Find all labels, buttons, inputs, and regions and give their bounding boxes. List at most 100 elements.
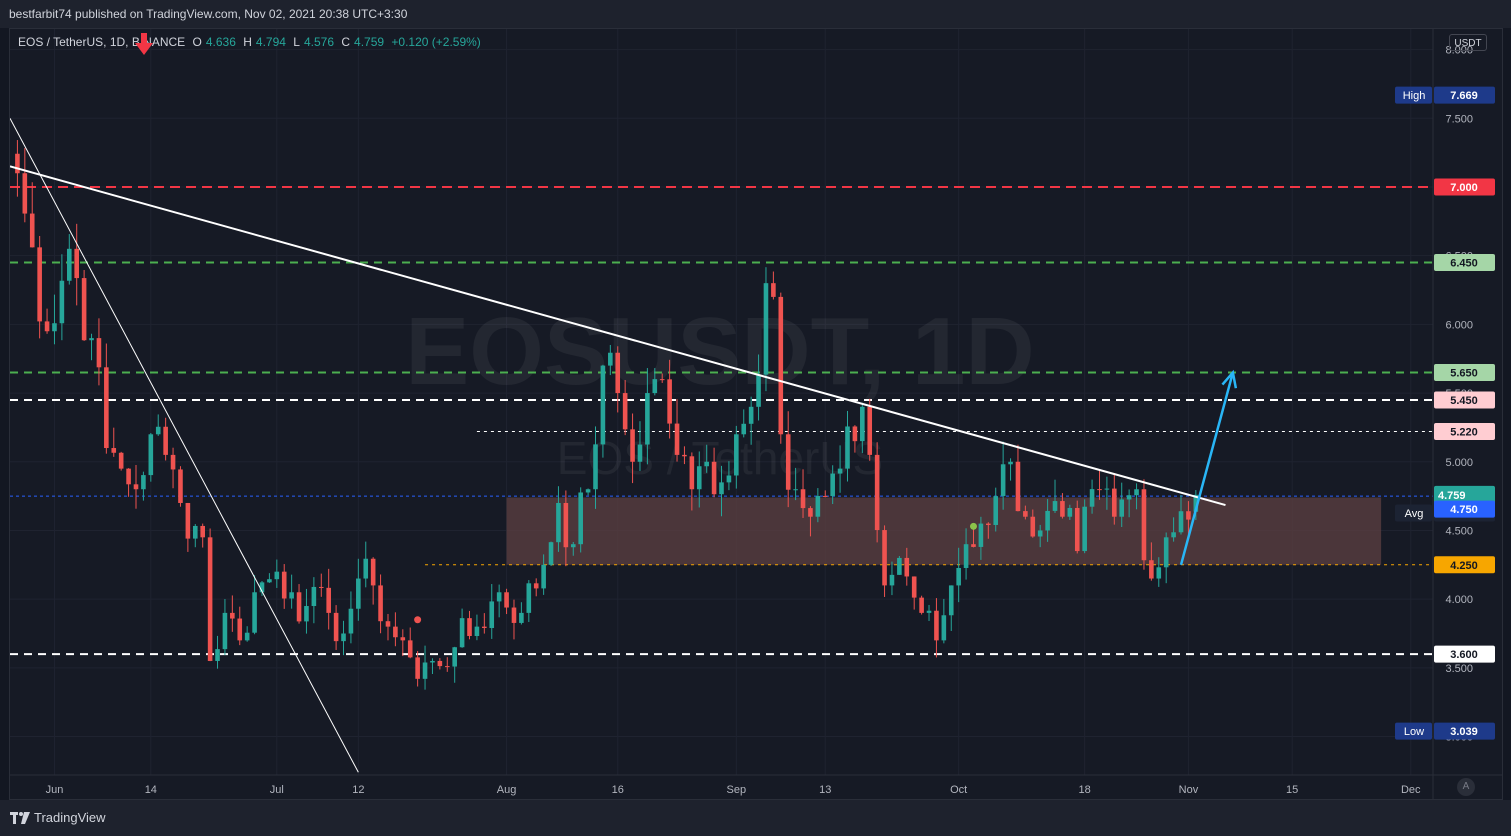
candle-body: [1126, 495, 1132, 500]
low-marker-label-bg: [1395, 722, 1432, 740]
candle-body: [511, 607, 517, 623]
price-tick-label: 5.000: [1445, 457, 1473, 469]
candle-body: [44, 321, 50, 332]
candle-body: [830, 473, 835, 497]
candle-body: [519, 612, 524, 623]
level-price-label: 5.650: [1450, 367, 1478, 379]
tradingview-logo-icon: [10, 811, 30, 824]
level-price-label-bg: [1434, 363, 1495, 381]
candle-body: [608, 352, 613, 366]
candle-body: [763, 283, 769, 375]
candle-body: [89, 338, 94, 341]
candle-body: [1186, 511, 1191, 520]
time-tick-label: 15: [1286, 784, 1298, 796]
candle-body: [778, 296, 784, 435]
candle-body: [882, 530, 887, 586]
candle-body: [986, 523, 991, 525]
candle-body: [400, 637, 406, 641]
candle-body: [822, 495, 828, 497]
event-marker: [414, 616, 422, 624]
down-arrow-icon: [135, 33, 153, 55]
price-tick-label: 6.000: [1445, 319, 1473, 331]
symbol-name[interactable]: EOS / TetherUS, 1D, BINANCE: [18, 35, 186, 49]
candle-body: [1045, 510, 1050, 531]
candle-body: [815, 495, 821, 517]
symbol-legend[interactable]: EOS / TetherUS, 1D, BINANCE O 4.636 H 4.79…: [18, 35, 485, 49]
candle-body: [1171, 532, 1176, 538]
candle-body: [185, 502, 191, 539]
candle-body: [941, 615, 947, 641]
candle-body: [741, 423, 747, 435]
candle-body: [370, 558, 376, 586]
candle-body: [1008, 461, 1013, 465]
candle-body: [111, 448, 117, 453]
candle-body: [378, 585, 383, 622]
time-tick-label: Sep: [727, 784, 747, 796]
breakout-arrow: [1179, 372, 1235, 566]
candle-body: [711, 461, 717, 495]
level-price-label-bg: [1434, 178, 1495, 196]
candle-body: [934, 610, 939, 641]
candle-body: [1149, 560, 1154, 579]
level-price-label: 3.600: [1450, 649, 1478, 661]
candle-body: [563, 502, 569, 548]
candle-body: [393, 626, 398, 638]
currency-button[interactable]: USDT: [1449, 34, 1487, 51]
candle-body: [274, 571, 280, 580]
candle-body: [415, 657, 420, 679]
candle-body: [1193, 494, 1199, 512]
low-value: 4.576: [303, 35, 334, 49]
close-label: C: [341, 35, 351, 49]
current-price-label: 4.759: [1438, 490, 1466, 502]
high-value: 4.794: [255, 35, 286, 49]
candle-body: [971, 544, 976, 547]
low-marker-label: Low: [1404, 726, 1424, 738]
candle-body: [52, 323, 57, 332]
candle-body: [904, 557, 910, 577]
candle-body: [259, 582, 265, 593]
open-value: 4.636: [205, 35, 236, 49]
candle-body: [59, 280, 65, 324]
candle-body: [133, 484, 139, 490]
publisher-info: bestfarbit74 published on TradingView.co…: [9, 7, 408, 21]
candle-body: [689, 456, 695, 490]
auto-scale-button[interactable]: A: [1457, 778, 1475, 796]
candle-body: [956, 567, 961, 586]
high-marker-label: High: [1403, 90, 1426, 102]
candle-body: [919, 597, 924, 613]
candle-body: [756, 374, 761, 407]
candle-body: [444, 666, 450, 668]
candle-body: [230, 612, 235, 619]
tradingview-brand[interactable]: TradingView: [10, 810, 106, 825]
candle-body: [674, 423, 680, 455]
candle-body: [541, 564, 546, 589]
candle-body: [66, 248, 72, 281]
candle-body: [600, 365, 606, 445]
trendline: [10, 118, 359, 773]
candle-body: [570, 544, 576, 548]
candle-body: [304, 606, 309, 622]
candle-body: [215, 649, 220, 661]
time-tick-label: 14: [145, 784, 157, 796]
candle-body: [318, 586, 324, 588]
candle-body: [785, 434, 791, 490]
candle-body: [630, 429, 635, 462]
candle-body: [452, 647, 457, 667]
candle-body: [1000, 464, 1006, 497]
candle-body: [163, 426, 168, 455]
time-tick-label: Oct: [950, 784, 967, 796]
candle-body: [192, 525, 198, 539]
candle-body: [333, 612, 339, 642]
avg-marker-label: Avg: [1405, 508, 1424, 520]
candle-body: [667, 379, 672, 424]
candle-body: [474, 626, 480, 637]
level-price-label-bg: [1434, 556, 1495, 574]
candle-body: [852, 426, 858, 442]
time-tick-label: 18: [1079, 784, 1091, 796]
candle-body: [1097, 489, 1102, 491]
breakout-arrow-head: [1221, 369, 1238, 389]
candle-body: [1015, 461, 1021, 512]
candle-body: [585, 489, 591, 493]
